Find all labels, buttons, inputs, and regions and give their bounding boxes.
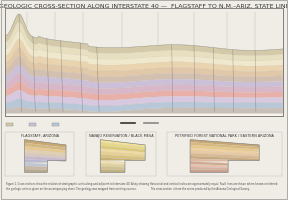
Text: NAVAJO RESERVATION / BLACK MESA: NAVAJO RESERVATION / BLACK MESA — [89, 133, 153, 137]
Polygon shape — [100, 155, 145, 160]
Bar — [5, 132, 74, 176]
Polygon shape — [24, 163, 47, 167]
Polygon shape — [190, 153, 259, 159]
Polygon shape — [5, 82, 283, 101]
Bar — [86, 132, 156, 176]
Bar — [167, 132, 282, 176]
Polygon shape — [100, 146, 145, 153]
Polygon shape — [5, 99, 283, 112]
Polygon shape — [190, 162, 228, 166]
Polygon shape — [24, 169, 47, 172]
Polygon shape — [190, 170, 228, 172]
Polygon shape — [5, 74, 283, 95]
Polygon shape — [5, 40, 283, 72]
Polygon shape — [24, 140, 66, 148]
Polygon shape — [5, 15, 283, 56]
Polygon shape — [100, 149, 145, 155]
Polygon shape — [24, 153, 66, 159]
Polygon shape — [5, 65, 283, 89]
Polygon shape — [190, 167, 228, 170]
Polygon shape — [190, 143, 259, 150]
Polygon shape — [5, 23, 283, 62]
Polygon shape — [100, 164, 125, 168]
Polygon shape — [5, 9, 283, 51]
Polygon shape — [5, 49, 283, 77]
Polygon shape — [5, 108, 283, 114]
Text: PETRIFIED FOREST NATIONAL PARK / EASTERN ARIZONA: PETRIFIED FOREST NATIONAL PARK / EASTERN… — [175, 133, 274, 137]
Polygon shape — [24, 156, 66, 162]
Polygon shape — [100, 170, 125, 172]
Polygon shape — [24, 166, 47, 170]
Bar — [5, 9, 283, 116]
Polygon shape — [100, 152, 145, 158]
Bar — [29, 123, 36, 126]
Text: Figure 1. Cross sections show the relation of stratigraphic units along and adja: Figure 1. Cross sections show the relati… — [6, 181, 149, 190]
Polygon shape — [24, 146, 66, 153]
Polygon shape — [100, 140, 145, 148]
Text: FLAGSTAFF, ARIZONA: FLAGSTAFF, ARIZONA — [21, 133, 59, 137]
Bar — [52, 123, 59, 126]
Polygon shape — [100, 167, 125, 170]
Bar — [5, 9, 283, 116]
Bar — [6, 123, 13, 126]
Polygon shape — [190, 151, 259, 157]
Polygon shape — [190, 156, 259, 161]
Polygon shape — [24, 159, 66, 163]
Polygon shape — [5, 32, 283, 67]
Polygon shape — [100, 158, 145, 161]
Polygon shape — [190, 140, 259, 147]
Polygon shape — [190, 145, 259, 152]
Polygon shape — [24, 150, 66, 156]
Polygon shape — [100, 161, 125, 165]
Polygon shape — [5, 91, 283, 106]
Polygon shape — [5, 57, 283, 83]
Polygon shape — [24, 143, 66, 151]
Polygon shape — [190, 159, 259, 162]
Polygon shape — [100, 143, 145, 150]
Polygon shape — [190, 164, 228, 168]
Text: GEOLOGIC CROSS-SECTION ALONG INTERSTATE 40 —  FLAGSTAFF TO N.M.–ARIZ. STATE LINE: GEOLOGIC CROSS-SECTION ALONG INTERSTATE … — [0, 4, 288, 9]
Text: Horizontal and vertical scales are approximately equal. Fault lines are shown wh: Horizontal and vertical scales are appro… — [150, 181, 278, 190]
Polygon shape — [190, 148, 259, 154]
